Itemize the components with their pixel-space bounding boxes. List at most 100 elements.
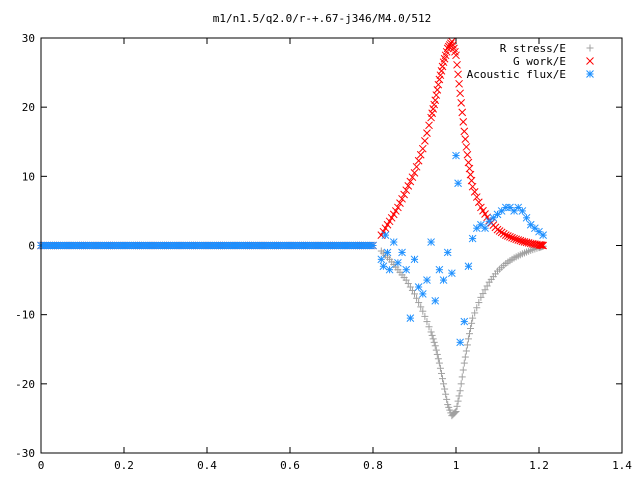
- data-point: [404, 181, 413, 190]
- data-point: [464, 262, 473, 271]
- data-point: [398, 194, 406, 203]
- data-point: [414, 283, 423, 291]
- data-point: [428, 331, 436, 339]
- data-point: [481, 286, 489, 294]
- x-axis: 0 0.2 0.4 0.6 0.8 1 1.2 1.4: [38, 38, 632, 472]
- data-point: [443, 248, 452, 257]
- data-point: [457, 98, 466, 107]
- legend-label: G work/E: [513, 55, 566, 68]
- data-point: [387, 213, 396, 222]
- data-point: [504, 232, 512, 240]
- data-point: [453, 60, 461, 69]
- data-point: [389, 238, 398, 246]
- data-point: [396, 199, 404, 207]
- data-point: [458, 108, 467, 117]
- data-point: [431, 296, 440, 305]
- data-point: [463, 341, 471, 349]
- data-point: [472, 193, 481, 201]
- data-point: [406, 177, 415, 186]
- data-point: [447, 269, 456, 278]
- data-point: [381, 224, 390, 233]
- data-point: [465, 164, 474, 173]
- data-point: [442, 390, 450, 398]
- data-point: [465, 330, 473, 338]
- series-layer: [37, 37, 548, 420]
- data-point: [456, 338, 465, 347]
- data-point: [425, 323, 433, 331]
- legend-marker: [586, 44, 594, 52]
- data-point: [453, 402, 461, 410]
- series-2: [37, 151, 548, 347]
- data-point: [391, 207, 400, 215]
- legend-marker: [586, 70, 594, 78]
- data-point: [454, 179, 462, 188]
- data-point: [377, 255, 386, 264]
- data-point: [455, 79, 463, 88]
- data-point: [381, 231, 390, 239]
- data-point: [460, 127, 469, 136]
- x-tick-label: 0.2: [114, 459, 134, 472]
- data-point: [456, 89, 465, 98]
- data-point: [461, 353, 469, 361]
- data-point: [394, 203, 402, 212]
- data-point: [432, 346, 440, 354]
- data-point: [437, 369, 445, 377]
- data-point: [440, 380, 448, 388]
- data-point: [413, 294, 421, 302]
- data-point: [501, 231, 510, 239]
- data-point: [411, 290, 418, 298]
- data-point: [460, 317, 469, 326]
- data-point: [439, 276, 448, 284]
- data-point: [514, 236, 523, 244]
- data-point: [512, 235, 521, 244]
- data-point: [410, 169, 419, 177]
- data-point: [455, 392, 463, 400]
- data-point: [431, 342, 439, 350]
- data-point: [539, 241, 548, 250]
- data-point: [471, 309, 479, 317]
- data-point: [398, 248, 406, 257]
- data-point: [416, 150, 425, 159]
- data-point: [418, 144, 427, 153]
- data-point: [421, 312, 429, 320]
- x-tick-label: 0.4: [197, 459, 217, 472]
- data-point: [461, 135, 470, 144]
- data-point: [483, 282, 491, 290]
- data-point: [508, 233, 516, 242]
- data-point: [459, 118, 468, 126]
- data-point: [454, 397, 462, 405]
- data-point: [394, 258, 402, 267]
- data-point: [408, 173, 417, 182]
- data-point: [456, 387, 464, 395]
- data-point: [459, 366, 467, 374]
- chart-title: m1/n1.5/q2.0/r-+.67-j346/M4.0/512: [213, 12, 432, 25]
- data-point: [434, 355, 442, 363]
- data-point: [474, 198, 483, 207]
- data-point: [427, 238, 435, 246]
- y-tick-label: 30: [22, 32, 35, 45]
- x-tick-label: 1: [453, 459, 460, 472]
- data-point: [451, 409, 459, 417]
- data-point: [430, 338, 438, 346]
- data-point: [464, 158, 473, 167]
- data-point: [458, 373, 466, 381]
- data-point: [417, 303, 425, 311]
- legend-marker: [586, 57, 594, 65]
- data-point: [389, 210, 398, 219]
- data-point: [423, 129, 431, 137]
- data-point: [415, 299, 423, 307]
- y-tick-label: 20: [22, 101, 35, 114]
- data-point: [439, 375, 447, 383]
- data-point: [436, 364, 444, 372]
- data-point: [462, 347, 470, 355]
- data-point: [468, 319, 476, 327]
- data-point: [443, 395, 451, 403]
- data-point: [429, 335, 437, 343]
- data-point: [467, 325, 475, 332]
- data-point: [460, 359, 468, 367]
- legend-label: Acoustic flux/E: [467, 68, 566, 81]
- data-point: [433, 86, 442, 94]
- data-point: [410, 255, 419, 264]
- data-point: [539, 231, 548, 239]
